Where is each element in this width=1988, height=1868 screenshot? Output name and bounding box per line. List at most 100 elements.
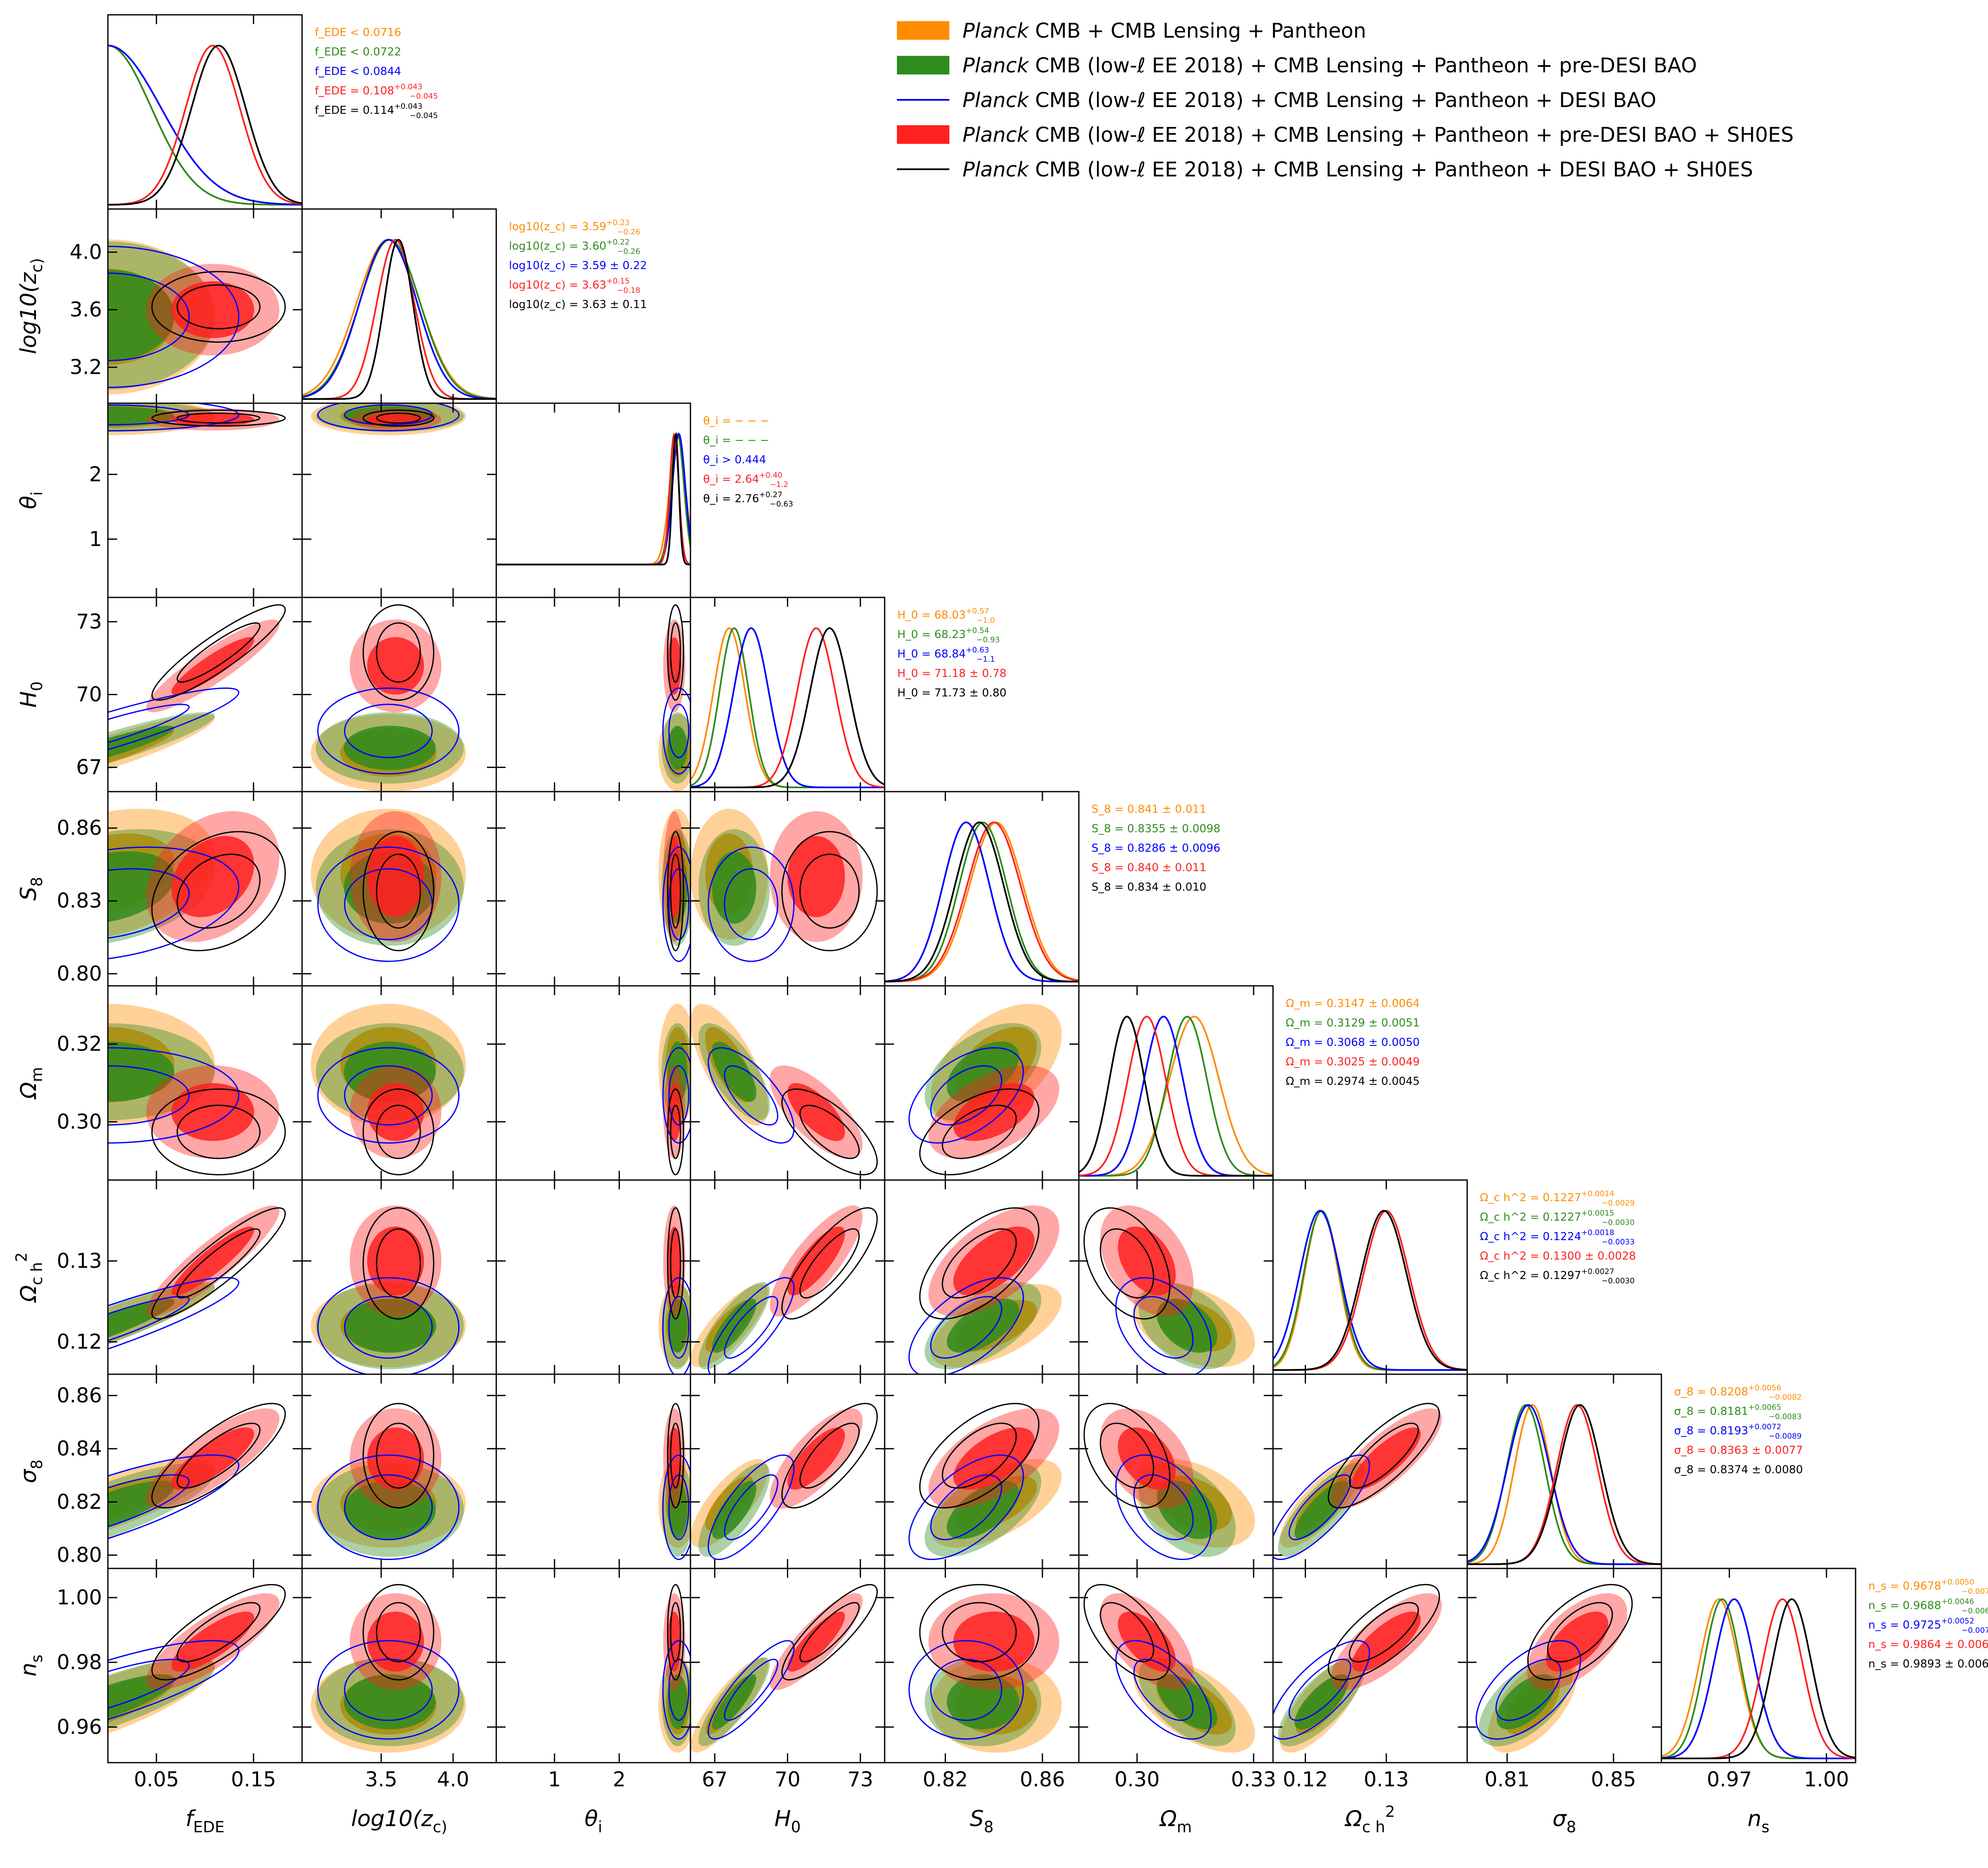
marginal-curve-Omega_c_h2-series-3 [1273,1210,1467,1371]
contour-S8-ns-series-5-95 [919,1584,1039,1681]
panel-plot-area [1661,1598,1856,1759]
panel-plot-area [690,1004,878,1175]
contour-H0-ns-series-3-95 [707,1640,795,1740]
contour-log10zc-Omega_c_h2-series-5-68 [376,1228,421,1299]
panel-plot-area [690,1403,878,1560]
contour-fEDE-H0-series-5-95 [151,604,286,701]
contour-log10zc-sigma8-series-4-68 [367,1427,424,1490]
contour-Omega_m-Omega_c_h2-series-2-68 [1157,1299,1218,1353]
contour-theta_i-Omega_c_h2-series-3-95 [662,1277,690,1374]
legend-entry-2: Planck CMB (low-ℓ EE 2018) + CMB Lensing… [897,54,1697,77]
marginal-summary-Omega_m-3: Ω_m = 0.3068 ± 0.0050 [1286,1036,1420,1049]
panel-plot-area [108,809,286,962]
y-tick-label-sigma8: 0.86 [57,1384,102,1407]
panel-theta_i-ns: 1 2 θi [495,1568,691,1836]
contour-Omega_c_h2-sigma8-series-5-95 [1328,1403,1440,1509]
panel-plot-area [1083,1205,1255,1374]
x-tick-label-H0: 73 [847,1768,873,1791]
contour-fEDE-sigma8-series-2-68 [108,1480,174,1539]
marginal-summary-theta_i-3: θ_i > 0.444 [703,454,766,466]
contour-H0-ns-series-5-95 [781,1584,878,1681]
contour-S8-Omega_m-series-3-68 [930,1065,1003,1126]
contour-Omega_c_h2-ns-series-5-68 [1349,1602,1419,1663]
marginal-summary-ns-5: n_s = 0.9893 ± 0.0060 [1868,1658,1988,1670]
panel-Omega_m-Omega_c_h2 [1078,1179,1274,1375]
x-axis-label-S8: S8 [970,1806,993,1836]
panel-plot-area [1273,1584,1442,1753]
panel-plot-area [1273,1403,1442,1560]
contour-Omega_m-sigma8-series-3-95 [1115,1454,1212,1560]
contour-fEDE-log10zc-series-4-68 [171,281,254,338]
y-tick-label-sigma8: 0.80 [57,1543,102,1567]
y-axis-label-Omega_m: Ωm [16,1067,46,1100]
panel-plot-area [658,1584,690,1753]
y-axis-label-Omega_c_h2: Ωc h2 [12,1252,46,1303]
marginal-summary-theta_i-1: θ_i = − − − [703,415,769,427]
marginal-summary-sigma8-3: σ_8 = 0.8193+0.0072 −0.0089 [1674,1422,1801,1441]
contour-sigma8-ns-series-2-68 [1496,1674,1555,1730]
contour-log10zc-Omega_c_h2-series-2-68 [344,1299,436,1353]
panel-Omega_m-sigma8 [1078,1373,1274,1569]
contour-Omega_c_h2-sigma8-series-2-68 [1294,1480,1349,1539]
contour-S8-sigma8-series-5-68 [942,1422,1017,1489]
contour-log10zc-Omega_m-series-5-68 [376,1104,421,1159]
marginal-curve-fEDE-series-2 [108,44,302,206]
marginal-summary-Omega_c_h2-5: Ω_c h^2 = 0.1297+0.0027 −0.0030 [1480,1267,1635,1285]
marginal-summary-fEDE-3: f_EDE < 0.0844 [315,65,401,78]
panel-plot-area [311,1584,466,1753]
marginal-summary-Omega_c_h2-2: Ω_c h^2 = 0.1227+0.0015 −0.0030 [1480,1209,1635,1227]
contour-fEDE-Omega_c_h2-series-5-95 [151,1207,286,1320]
contour-H0-S8-series-5-95 [781,831,878,952]
contour-Omega_m-ns-series-5-68 [1100,1602,1155,1662]
marginal-summary-theta_i-4: θ_i = 2.64+0.40 −1.2 [703,471,788,489]
contour-fEDE-log10zc-series-3-68 [108,272,190,361]
marginal-summary-H0-3: H_0 = 68.84+0.63 −1.1 [897,646,995,664]
marginal-summary-Omega_m-2: Ω_m = 0.3129 ± 0.0051 [1286,1017,1420,1029]
marginal-curve-fEDE-series-3 [108,44,302,206]
panel-plot-area [908,1004,1062,1175]
contour-log10zc-H0-series-3-95 [317,687,460,775]
x-tick-label-H0: 67 [702,1768,728,1791]
contour-Omega_c_h2-sigma8-series-4-68 [1352,1427,1421,1490]
y-tick-label-sigma8: 0.82 [57,1490,102,1514]
panel-S8-ns: 0.82 0.86 S8 [884,1568,1080,1836]
marginal-curve-log10zc-series-5 [302,239,496,400]
legend-label-4: Planck CMB (low-ℓ EE 2018) + CMB Lensing… [962,123,1794,147]
panel-plot-area [108,1004,286,1175]
contour-fEDE-Omega_m-series-3-68 [108,1065,190,1126]
panel-fEDE-theta_i: 1 2 θi [16,402,303,598]
panel-plot-area [908,1205,1062,1374]
panel-plot-area [108,44,302,206]
marginal-curve-Omega_m-series-2 [1079,1015,1273,1177]
panel-plot-area [908,1403,1062,1560]
x-tick-label-Omega_c_h2: 0.13 [1364,1768,1409,1791]
contour-log10zc-theta_i-series-5-95 [363,410,434,427]
panel-log10zc-Omega_c_h2 [301,1179,497,1375]
contour-sigma8-ns-series-3-68 [1495,1659,1562,1721]
contour-log10zc-theta_i-series-3-95 [317,403,460,432]
panel-log10zc-H0 [301,597,497,792]
y-tick-label-H0: 70 [76,683,102,707]
y-tick-label-log10zc: 3.2 [70,355,102,379]
contour-Omega_c_h2-ns-series-3-68 [1288,1659,1352,1721]
contour-theta_i-H0-series-3-68 [668,704,690,758]
y-tick-label-ns: 0.98 [57,1651,102,1674]
contour-log10zc-ns-series-5-68 [376,1602,421,1662]
contour-theta_i-sigma8-series-3-95 [662,1454,690,1560]
contour-log10zc-H0-series-3-68 [344,704,433,758]
contour-log10zc-S8-series-3-68 [344,868,433,941]
marginal-summary-log10zc-3: log10(z_c) = 3.59 ± 0.22 [509,259,647,272]
marginal-curve-log10zc-series-3 [302,239,496,400]
contour-sigma8-ns-series-5-95 [1527,1584,1633,1681]
marginal-summary-Omega_c_h2-4: Ω_c h^2 = 0.1300 ± 0.0028 [1480,1250,1636,1263]
marginal-summary-Omega_m-5: Ω_m = 0.2974 ± 0.0045 [1286,1075,1420,1088]
contour-log10zc-ns-series-4-68 [367,1611,424,1672]
contour-S8-Omega_m-series-5-68 [942,1104,1017,1159]
x-tick-label-fEDE: 0.15 [231,1768,276,1791]
y-axis-label-log10zc: log10(zc) [16,258,46,354]
legend-label-2: Planck CMB (low-ℓ EE 2018) + CMB Lensing… [962,54,1697,77]
contour-S8-sigma8-series-2-68 [946,1480,1019,1539]
contour-theta_i-H0-series-3-95 [662,687,690,775]
x-axis-label-ns: ns [1748,1806,1770,1836]
y-tick-label-Omega_m: 0.32 [57,1032,102,1056]
